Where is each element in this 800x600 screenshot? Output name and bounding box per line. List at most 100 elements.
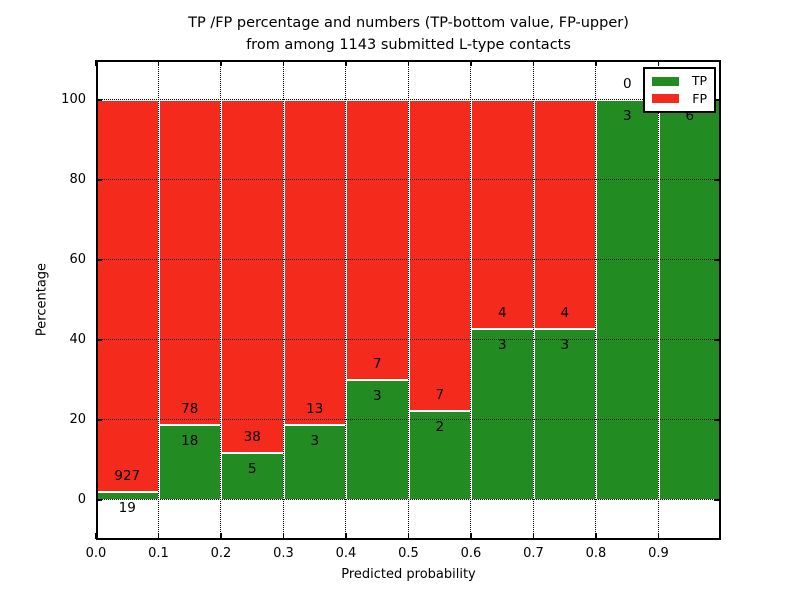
- x-tick-labels: 0.0 0.1 0.2 0.3 0.4 0.5 0.6 0.7 0.8 0.9: [86, 546, 721, 564]
- bar-value-label-tp: 3: [560, 336, 570, 353]
- v-gridline: [220, 60, 221, 540]
- y-tick-label: 0: [77, 492, 86, 507]
- y-tick-mark: [714, 339, 720, 341]
- bar-segment-tp: [158, 425, 221, 500]
- bar-segment-tp: [283, 425, 346, 500]
- x-tick-label: 0.7: [523, 546, 544, 561]
- x-tick-label: 0.4: [335, 546, 357, 561]
- y-tick-mark: [714, 259, 720, 261]
- bar-value-label-fp: 7: [435, 387, 445, 404]
- v-gridline: [407, 60, 409, 540]
- x-tick-mark: [282, 60, 285, 66]
- bar-segment-fp: [346, 100, 409, 380]
- bar-value-label-tp: 3: [372, 388, 382, 404]
- legend: TP FP: [643, 67, 716, 113]
- y-tick-label: 100: [61, 92, 86, 107]
- bar-value-label-fp: 78: [181, 401, 199, 417]
- bar-value-label-tp: 19: [118, 499, 136, 516]
- bar-value-label-fp: 7: [372, 356, 382, 372]
- y-tick-mark: [714, 179, 720, 181]
- bar-segment-tp: [596, 100, 659, 500]
- bar-segment-tp: [471, 328, 534, 500]
- bar-segment-fp: [283, 100, 346, 425]
- x-tick-mark: [657, 533, 660, 539]
- h-gridline: [96, 339, 721, 340]
- y-tick-mark: [714, 499, 720, 501]
- x-tick-label: 0.5: [398, 546, 419, 561]
- legend-swatch-tp: [652, 76, 679, 86]
- bar-value-label-tp: 3: [497, 336, 507, 353]
- x-tick-mark: [407, 533, 410, 539]
- bar-segment-fp: [408, 100, 471, 412]
- v-gridline: [532, 60, 534, 540]
- bar-value-label-fp: 4: [497, 304, 507, 321]
- x-tick-mark: [345, 60, 347, 66]
- x-tick-mark: [595, 60, 597, 66]
- x-tick-label: 0.0: [85, 546, 107, 561]
- bar-value-label-fp: 927: [114, 467, 141, 484]
- y-tick-labels: 0 20 40 60 80 100: [28, 60, 86, 540]
- bar-segment-fp: [96, 100, 159, 492]
- h-gridline: [96, 419, 721, 420]
- y-tick-mark: [96, 499, 102, 501]
- legend-swatch-fp: [652, 94, 679, 104]
- x-tick-mark: [95, 60, 97, 66]
- legend-entry-label: FP: [692, 90, 707, 106]
- bar-segment-fp: [471, 100, 534, 329]
- x-tick-label: 0.8: [585, 546, 607, 561]
- x-tick-label: 0.3: [273, 546, 294, 561]
- x-tick-mark: [220, 60, 222, 66]
- y-tick-label: 40: [69, 332, 86, 347]
- chart-title-line-2: from among 1143 submitted L-type contact…: [246, 37, 571, 53]
- x-axis-label: Predicted probability: [341, 567, 476, 582]
- x-tick-mark: [532, 60, 535, 66]
- y-tick-label: 80: [69, 172, 86, 187]
- v-gridline: [657, 60, 659, 540]
- x-tick-mark: [220, 533, 222, 539]
- y-tick-mark: [714, 419, 720, 421]
- bar-value-label-fp: 38: [243, 429, 261, 446]
- legend-entry-fp: FP: [652, 90, 707, 106]
- bar-value-label-fp: 0: [622, 76, 632, 92]
- bar-value-label-tp: 3: [622, 108, 632, 124]
- y-tick-label: 60: [69, 252, 86, 267]
- h-gridline: [96, 179, 721, 180]
- bar-segment-fp: [221, 100, 284, 454]
- bar-value-label-tp: 2: [435, 419, 445, 436]
- bottom-spine: [96, 538, 721, 540]
- x-tick-label: 0.1: [148, 546, 169, 561]
- left-spine: [96, 60, 98, 540]
- y-tick-mark: [96, 99, 102, 101]
- bar-value-label-tp: 18: [181, 433, 199, 449]
- y-tick-mark: [96, 419, 102, 421]
- x-tick-mark: [95, 533, 97, 539]
- y-tick-mark: [96, 259, 102, 261]
- y-tick-label: 20: [69, 412, 86, 427]
- x-tick-label: 0.9: [648, 546, 669, 561]
- v-gridline: [345, 60, 346, 540]
- x-tick-mark: [157, 60, 160, 66]
- h-gridline: [96, 99, 721, 100]
- v-gridline: [282, 60, 284, 540]
- bar-segment-fp: [533, 100, 596, 329]
- x-tick-mark: [407, 60, 410, 66]
- x-tick-mark: [282, 533, 285, 539]
- legend-entry-label: TP: [691, 73, 707, 89]
- x-tick-mark: [595, 533, 597, 539]
- chart-title-line-1: TP /FP percentage and numbers (TP-bottom…: [188, 15, 629, 31]
- chart-title: TP /FP percentage and numbers (TP-bottom…: [96, 12, 721, 56]
- y-tick-mark: [96, 179, 102, 181]
- bar-value-label-tp: 6: [685, 108, 695, 124]
- x-tick-label: 0.2: [210, 546, 232, 561]
- x-tick-mark: [470, 60, 472, 66]
- x-tick-label: 0.6: [460, 546, 482, 561]
- bar-value-label-tp: 5: [247, 461, 257, 478]
- bar-value-label-tp: 3: [310, 433, 320, 449]
- x-tick-mark: [470, 533, 472, 539]
- y-tick-mark: [96, 339, 102, 341]
- v-gridline: [157, 60, 159, 540]
- h-gridline: [96, 499, 721, 500]
- legend-entry-tp: TP: [652, 74, 707, 88]
